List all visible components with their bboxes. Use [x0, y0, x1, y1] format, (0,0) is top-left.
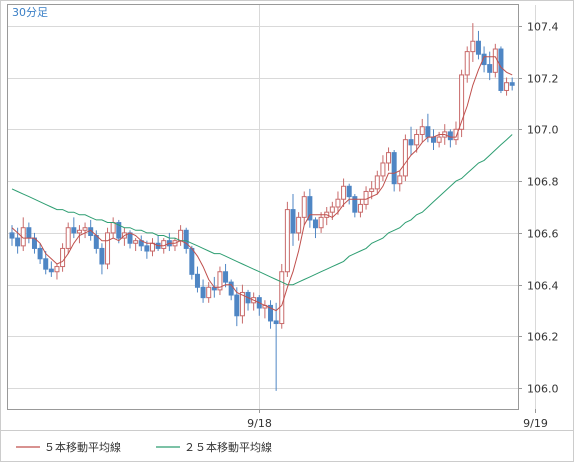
- y-tick-label: 106.8: [527, 176, 559, 189]
- ma5-line: [11, 56, 513, 312]
- y-tick-label: 106.6: [527, 228, 559, 241]
- candle-body: [352, 196, 358, 213]
- timeframe-label: 30分足: [12, 6, 48, 19]
- candle-body: [127, 232, 133, 244]
- candle-body: [99, 247, 105, 265]
- candle-body: [307, 196, 313, 221]
- candle-body: [369, 188, 375, 192]
- candle-body: [48, 268, 54, 273]
- candle-body: [341, 185, 347, 200]
- candle-body: [290, 209, 296, 234]
- candle-body: [436, 136, 442, 143]
- plot-area: [7, 4, 519, 410]
- candle-body: [425, 126, 431, 138]
- candle-body: [481, 53, 487, 66]
- candle-body: [447, 131, 453, 141]
- candle-body: [464, 51, 470, 76]
- legend-ma25-label: ２５本移動平均線: [184, 440, 272, 454]
- candle-body: [234, 294, 240, 317]
- candle-body: [402, 139, 408, 177]
- candle-body: [116, 222, 122, 239]
- candle-body: [228, 281, 234, 296]
- candle-body: [110, 222, 116, 234]
- candle-body: [9, 232, 15, 239]
- y-tick-label: 106.2: [527, 331, 559, 344]
- y-tick-label: 107.0: [527, 124, 559, 137]
- candle-body: [284, 209, 290, 273]
- candle-body: [105, 232, 111, 265]
- candle-body: [475, 40, 481, 55]
- candle-body: [82, 227, 88, 231]
- candle-body: [206, 286, 212, 299]
- candle-body: [492, 48, 498, 73]
- candle-body: [183, 229, 189, 249]
- candle-body: [239, 291, 245, 317]
- candle-body: [386, 152, 392, 164]
- candle-body: [178, 229, 184, 242]
- candle-body: [144, 245, 150, 252]
- candle-body: [37, 247, 43, 260]
- candle-body: [26, 227, 32, 239]
- candle-body: [194, 273, 200, 288]
- candle-body: [363, 190, 369, 205]
- candle-body: [459, 74, 465, 130]
- candle-body: [346, 185, 352, 198]
- candle-body: [312, 219, 318, 229]
- y-axis-ticks: 107.4 107.2 107.0 106.8 106.6 106.4 106.2 106.0: [518, 21, 559, 396]
- ma25-line: [11, 134, 513, 286]
- y-tick-label: 106.4: [527, 280, 559, 293]
- candle-body: [273, 320, 279, 325]
- candle-body: [414, 133, 420, 146]
- candle-body: [357, 203, 363, 213]
- candle-body: [65, 227, 71, 249]
- candle-body: [419, 126, 425, 135]
- candle-body: [15, 237, 21, 247]
- candle-body: [408, 139, 414, 146]
- gridlines: [8, 5, 536, 409]
- candle-body: [318, 216, 324, 229]
- candle-body: [296, 216, 302, 234]
- candle-body: [217, 271, 223, 291]
- candle-body: [329, 206, 335, 213]
- x-axis-ticks: 9/18 9/19: [247, 409, 548, 430]
- candle-body: [431, 136, 436, 143]
- candle-body: [391, 152, 397, 185]
- candle-body: [504, 82, 510, 91]
- candle-body: [76, 229, 82, 234]
- candle-body: [268, 304, 274, 322]
- legend: ５本移動平均線 ２５本移動平均線: [16, 440, 272, 454]
- y-tick-label: 107.4: [527, 21, 559, 34]
- legend-ma5-label: ５本移動平均線: [44, 440, 121, 454]
- y-tick-label: 107.2: [527, 73, 559, 86]
- candle-body: [71, 227, 77, 234]
- candle-body: [397, 175, 403, 185]
- candle-body: [374, 175, 380, 190]
- candle-body: [453, 128, 459, 141]
- y-tick-label: 106.0: [527, 383, 559, 396]
- candle-body: [498, 48, 504, 91]
- candle-body: [279, 271, 285, 325]
- x-tick-label: 9/19: [523, 417, 548, 430]
- candle-body: [161, 240, 167, 249]
- candle-body: [223, 271, 229, 283]
- moving-averages: [11, 56, 513, 312]
- candle-body: [487, 64, 493, 73]
- candle-body: [133, 240, 139, 244]
- candle-body: [54, 266, 60, 273]
- candle-body: [60, 247, 66, 268]
- candle-body: [200, 286, 206, 299]
- x-tick-label: 9/18: [247, 417, 272, 430]
- candle-body: [43, 258, 49, 270]
- candle-body: [470, 40, 476, 53]
- candle-body: [380, 162, 386, 177]
- candle-body: [335, 198, 341, 208]
- candle-body: [189, 247, 195, 275]
- candle-body: [301, 196, 307, 218]
- candle-body: [509, 82, 515, 86]
